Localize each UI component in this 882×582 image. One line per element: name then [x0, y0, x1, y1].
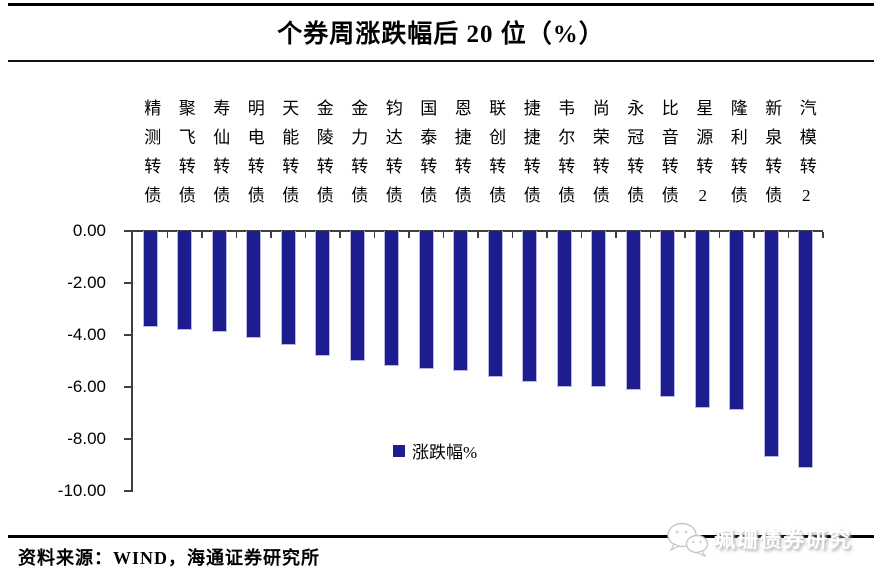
bar — [246, 231, 262, 338]
bar — [280, 231, 296, 346]
x-axis-tick — [718, 231, 721, 238]
x-axis-tick — [304, 231, 307, 238]
bar — [418, 231, 434, 369]
x-axis-tick — [684, 231, 686, 238]
x-axis-tick — [166, 231, 169, 238]
y-axis-tick-label: -4.00 — [67, 325, 106, 344]
bar — [453, 231, 469, 372]
y-axis-tick — [124, 438, 132, 440]
y-axis-tick — [124, 490, 132, 492]
category-label: 新泉转债 — [762, 99, 782, 215]
bar — [384, 231, 400, 367]
bar — [315, 231, 331, 356]
footer-rule — [8, 535, 874, 538]
bar — [142, 231, 158, 328]
y-axis-tick-label: -8.00 — [67, 429, 106, 448]
category-label: 钧达转债 — [382, 99, 402, 215]
y-axis-tick-label: -10.00 — [57, 481, 106, 500]
x-axis-tick — [511, 231, 514, 238]
y-axis-line — [131, 229, 133, 492]
y-axis-tick-label: -2.00 — [67, 273, 106, 292]
category-label: 永冠转债 — [624, 99, 644, 215]
x-axis-tick — [201, 231, 203, 238]
y-axis-tick-label: -6.00 — [67, 377, 106, 396]
y-axis-tick — [124, 334, 132, 336]
legend-label: 涨跌幅% — [412, 443, 478, 462]
category-label: 比音转债 — [658, 99, 678, 215]
x-axis-tick — [580, 231, 583, 238]
category-label: 恩捷转债 — [451, 99, 471, 215]
bar — [763, 231, 779, 458]
category-label: 金陵转债 — [313, 99, 333, 215]
category-label: 联创转债 — [486, 99, 506, 215]
bar — [798, 231, 814, 468]
wechat-icon — [667, 522, 709, 557]
category-label: 天能转债 — [279, 99, 299, 215]
bar — [522, 231, 538, 382]
x-axis-tick — [822, 231, 824, 238]
bar — [556, 231, 572, 387]
x-axis-tick — [477, 231, 479, 238]
chart-legend: 涨跌幅% — [393, 438, 477, 463]
x-axis-tick — [339, 231, 341, 238]
y-axis-tick-label: 0.00 — [72, 221, 106, 240]
top-rule — [8, 3, 874, 6]
category-label: 捷捷转债 — [520, 99, 540, 215]
x-axis-line — [131, 229, 823, 232]
x-axis-tick — [546, 231, 548, 238]
x-axis-tick — [235, 231, 238, 238]
category-label: 精测转债 — [141, 99, 161, 215]
bar — [487, 231, 503, 377]
x-axis-tick — [753, 231, 755, 238]
source-text: 资料来源：WIND，海通证券研究所 — [18, 548, 321, 568]
chart-title: 个券周涨跌幅后 20 位（%） — [277, 21, 605, 48]
bar — [694, 231, 710, 408]
y-axis-tick — [124, 282, 132, 284]
watermark: 珮珊债券研究 — [664, 521, 852, 557]
x-axis-tick — [442, 231, 445, 238]
category-label: 汽模转2 — [796, 99, 816, 217]
x-axis-tick — [408, 231, 410, 238]
category-label: 隆利转债 — [727, 99, 747, 215]
category-label: 星源转2 — [693, 99, 713, 217]
category-label: 金力转债 — [348, 99, 368, 215]
x-axis-tick — [373, 231, 376, 238]
bar — [591, 231, 607, 387]
bar — [349, 231, 365, 361]
title-rule — [8, 60, 874, 62]
category-label: 寿仙转债 — [210, 99, 230, 215]
y-axis-tick — [124, 386, 132, 388]
category-label: 国泰转债 — [417, 99, 437, 215]
category-label: 聚飞转债 — [175, 99, 195, 215]
x-axis-tick — [270, 231, 272, 238]
category-label: 尚荣转债 — [589, 99, 609, 215]
bar — [625, 231, 641, 390]
y-axis-tick — [124, 230, 132, 232]
legend-swatch — [393, 444, 405, 457]
bar — [177, 231, 193, 330]
watermark-text: 珮珊债券研究 — [714, 528, 852, 552]
x-axis-tick — [649, 231, 652, 238]
category-label: 明电转债 — [244, 99, 264, 215]
bar — [211, 231, 227, 333]
x-axis-tick — [615, 231, 617, 238]
x-axis-tick — [787, 231, 790, 238]
bar — [729, 231, 745, 411]
bar — [660, 231, 676, 398]
category-label: 韦尔转债 — [555, 99, 575, 215]
